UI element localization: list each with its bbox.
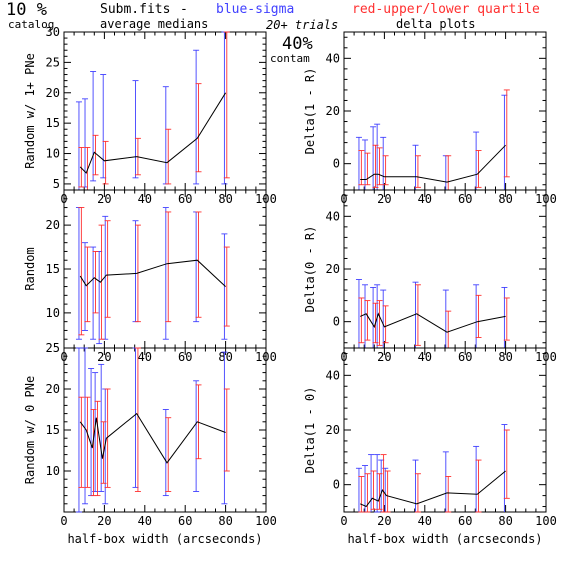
- y-tick-label: 40: [326, 51, 340, 65]
- x-tick-label: 40: [418, 350, 432, 364]
- y-axis-label: Delta(1 - R): [303, 68, 317, 155]
- y-tick-label: 10: [46, 464, 60, 478]
- x-tick-label: 20: [97, 192, 111, 206]
- y-tick-label: 10: [46, 147, 60, 161]
- median-line: [360, 312, 506, 333]
- panel-right-bottom: 0 20 40 60 80 100 0 20 40 Delta(1 - 0) half-box wi…: [303, 347, 557, 546]
- y-tick-label: 20: [326, 423, 340, 437]
- x-tick-label: 40: [418, 192, 432, 206]
- x-tick-label: 60: [458, 192, 472, 206]
- median-line: [79, 412, 226, 464]
- header-dash: -: [180, 2, 188, 17]
- x-tick-label: 0: [340, 514, 347, 528]
- x-tick-label: 60: [458, 514, 472, 528]
- x-tick-label: 20: [97, 514, 111, 528]
- x-tick-label: 80: [218, 350, 232, 364]
- x-tick-label: 60: [458, 350, 472, 364]
- y-tick-label: 0: [333, 315, 340, 329]
- x-tick-label: 80: [218, 192, 232, 206]
- header-medians: average medians: [100, 17, 209, 31]
- y-tick-label: 15: [46, 116, 60, 130]
- panel-frame: [63, 189, 267, 349]
- y-axis-label: Delta(1 - 0): [303, 387, 317, 474]
- x-tick-label: 60: [178, 192, 192, 206]
- x-tick-label: 60: [178, 350, 192, 364]
- header-contam: contam: [270, 52, 310, 65]
- x-tick-label: 80: [498, 514, 512, 528]
- panel-frame: [343, 347, 547, 513]
- y-axis-label: Random: [23, 247, 37, 290]
- y-tick-label: 15: [46, 262, 60, 276]
- y-tick-label: 40: [326, 368, 340, 382]
- y-axis-label: Random w/ 1+ PNe: [23, 53, 37, 169]
- y-tick-label: 20: [46, 382, 60, 396]
- y-tick-label: 20: [326, 104, 340, 118]
- header-contam-percent: 40%: [282, 34, 313, 54]
- panel-frame: [63, 31, 267, 191]
- x-axis-label: half-box width (arcseconds): [347, 532, 542, 546]
- x-tick-label: 40: [138, 350, 152, 364]
- header-delta: delta plots: [396, 17, 476, 31]
- legend-red-quartile: red-upper/lower quartile: [352, 2, 540, 17]
- panel-frame: [343, 189, 547, 349]
- x-tick-label: 40: [418, 514, 432, 528]
- x-tick-label: 20: [377, 350, 391, 364]
- y-tick-label: 25: [46, 55, 60, 69]
- x-tick-label: 20: [377, 514, 391, 528]
- y-tick-label: 20: [46, 86, 60, 100]
- y-tick-label: 10: [46, 306, 60, 320]
- median-line: [359, 470, 506, 508]
- y-tick-label: 0: [333, 478, 340, 492]
- x-tick-label: 80: [498, 350, 512, 364]
- header-catalog: catalog: [8, 18, 55, 31]
- x-tick-label: 20: [377, 192, 391, 206]
- x-tick-label: 80: [218, 514, 232, 528]
- x-tick-label: 100: [255, 514, 277, 528]
- x-axis-label: half-box width (arcseconds): [67, 532, 262, 546]
- median-line: [79, 92, 227, 174]
- header-fraction: 10 %: [6, 0, 47, 20]
- x-tick-label: 100: [535, 514, 557, 528]
- x-tick-label: 20: [97, 350, 111, 364]
- y-tick-label: 15: [46, 423, 60, 437]
- x-tick-label: 60: [178, 514, 192, 528]
- y-axis-label: Delta(0 - R): [303, 226, 317, 313]
- x-tick-label: 40: [138, 514, 152, 528]
- header-trials: 20+ trials: [266, 18, 339, 32]
- y-tick-label: 5: [53, 177, 60, 191]
- y-tick-label: 25: [46, 341, 60, 355]
- legend-blue-sigma: blue-sigma: [216, 2, 295, 17]
- median-line: [79, 259, 226, 287]
- y-tick-label: 40: [326, 209, 340, 223]
- y-tick-label: 0: [333, 157, 340, 171]
- median-line: [360, 144, 506, 183]
- x-tick-label: 80: [498, 192, 512, 206]
- x-tick-label: 40: [138, 192, 152, 206]
- y-tick-label: 30: [46, 25, 60, 39]
- x-tick-label: 0: [60, 514, 67, 528]
- panel-frame: [343, 31, 547, 191]
- y-tick-label: 20: [326, 262, 340, 276]
- y-axis-label: Random w/ 0 PNe: [23, 376, 37, 484]
- panel-left-bottom: 0 20 40 60 80 100 10 15 20 25 Random w/ 0 PNe half-…: [23, 341, 277, 546]
- y-tick-label: 20: [46, 218, 60, 232]
- header-file: Subm.fits: [100, 2, 171, 17]
